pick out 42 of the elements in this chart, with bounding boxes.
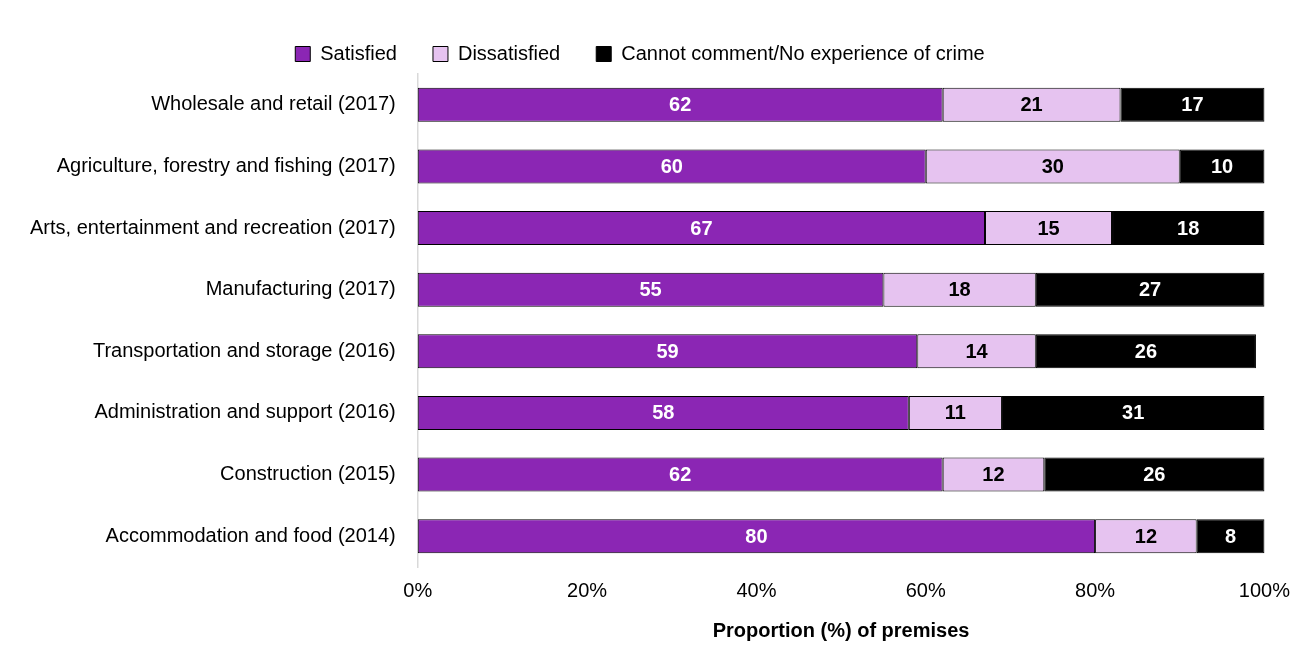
data-label: 18: [1177, 216, 1200, 239]
data-label: 58: [652, 401, 675, 424]
data-label: 12: [1134, 524, 1158, 547]
x-tick-label: 80%: [1075, 578, 1116, 601]
data-label: 62: [669, 93, 692, 116]
y-tick-label: Accommodation and food (2014): [105, 523, 396, 546]
x-tick-label: 20%: [567, 578, 608, 601]
x-tick-label: 100%: [1238, 578, 1291, 601]
data-label: 62: [669, 463, 692, 486]
data-label: 26: [1143, 463, 1166, 486]
x-axis-title: Proportion (%) of premises: [712, 618, 970, 641]
y-tick-label: Administration and support (2016): [94, 400, 396, 423]
data-label: 17: [1181, 93, 1204, 116]
data-label: 30: [1041, 154, 1064, 177]
legend-label: Dissatisfied: [457, 41, 561, 64]
data-label: 67: [690, 216, 713, 239]
data-label: 59: [656, 339, 679, 362]
legend-label: Cannot comment/No experience of crime: [621, 41, 985, 64]
data-label: 31: [1122, 401, 1145, 424]
data-label: 27: [1139, 278, 1162, 301]
y-tick-label: Wholesale and retail (2017): [151, 92, 396, 115]
data-label: 8: [1224, 524, 1237, 547]
y-tick-label: Agriculture, forestry and fishing (2017): [56, 153, 396, 176]
data-label: 55: [639, 278, 662, 301]
y-tick-label: Transportation and storage (2016): [92, 338, 396, 361]
data-label: 60: [660, 154, 683, 177]
legend-label: Satisfied: [320, 41, 397, 64]
data-label: 18: [948, 278, 971, 301]
data-label: 26: [1134, 339, 1158, 362]
data-label: 12: [982, 463, 1005, 486]
x-tick-label: 40%: [736, 578, 777, 601]
x-tick-label: 0%: [403, 578, 433, 601]
data-label: 10: [1210, 154, 1234, 177]
y-tick-label: Arts, entertainment and recreation (2017): [29, 215, 396, 238]
data-label: 11: [944, 401, 966, 424]
data-label: 15: [1037, 216, 1060, 239]
y-tick-label: Construction (2015): [220, 462, 396, 485]
data-label: 21: [1020, 93, 1043, 116]
data-label: 14: [965, 339, 989, 362]
y-tick-label: Manufacturing (2017): [205, 277, 396, 300]
x-tick-label: 60%: [905, 578, 946, 601]
data-label: 80: [745, 524, 768, 547]
